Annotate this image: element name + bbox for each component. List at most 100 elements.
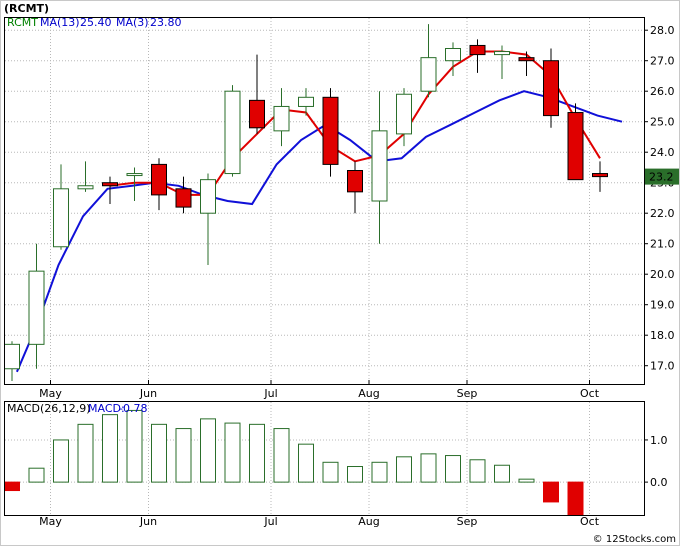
month-labels-macd: May Jun Jul Aug Sep Oct xyxy=(39,515,600,528)
price-grid xyxy=(5,18,644,384)
price-tick-label: 20.0 xyxy=(650,268,675,281)
macd-bar xyxy=(543,481,559,503)
candle-body xyxy=(126,173,143,177)
macd-bar xyxy=(494,464,510,483)
month-label: Jun xyxy=(139,387,157,400)
month-label: Sep xyxy=(457,387,478,400)
candle xyxy=(347,161,363,214)
macd-bar xyxy=(126,409,143,483)
candle xyxy=(322,88,339,177)
macd-bar xyxy=(445,455,461,483)
price-tick-label: 28.0 xyxy=(650,24,675,37)
last-price-value: 23.2 xyxy=(649,171,674,184)
candle xyxy=(298,88,314,116)
candle xyxy=(151,158,167,211)
candle xyxy=(592,161,608,192)
legend-ma13-value: 25.40 xyxy=(80,16,112,29)
candle xyxy=(420,24,437,98)
candle xyxy=(494,45,510,79)
price-tick-label: 22.0 xyxy=(650,207,675,220)
macd-bar xyxy=(347,466,363,483)
price-tick-label: 25.0 xyxy=(650,116,675,129)
macd-legend-label: MACD(26,12,9) xyxy=(7,402,91,415)
macd-bar xyxy=(175,428,192,483)
macd-legend-value: -0.78 xyxy=(119,402,147,415)
candle xyxy=(273,88,290,147)
macd-bar xyxy=(322,461,339,483)
candle-body xyxy=(420,57,437,92)
symbol-title: (RCMT) xyxy=(4,2,49,15)
price-panel-frame xyxy=(4,17,645,385)
candle-body xyxy=(224,90,241,175)
macd-bar xyxy=(224,422,241,483)
candle xyxy=(249,54,265,134)
candle xyxy=(469,39,486,73)
candle-body xyxy=(445,48,461,62)
macd-month-label: Jun xyxy=(139,515,157,528)
candle-body xyxy=(322,96,339,165)
macd-tick-label: 1.0 xyxy=(650,434,668,447)
legend-ma13-label: MA(13) xyxy=(40,16,80,29)
macd-bar xyxy=(420,453,437,483)
candle xyxy=(567,103,584,181)
price-tick-label: 27.0 xyxy=(650,55,675,68)
candle-body xyxy=(518,57,535,62)
candle-body xyxy=(469,44,486,56)
candle xyxy=(102,176,118,205)
macd-month-label: Jul xyxy=(263,515,277,528)
candle-body xyxy=(77,185,94,190)
candle xyxy=(371,91,388,244)
macd-month-label: Sep xyxy=(457,515,478,528)
candle xyxy=(543,48,559,128)
candle xyxy=(518,51,535,76)
candle-body xyxy=(543,60,559,117)
last-price-tag: 23.2 xyxy=(645,168,679,185)
candle-body xyxy=(200,179,216,214)
macd-bar xyxy=(273,428,290,483)
legend-ma3-value: 23.80 xyxy=(150,16,182,29)
macd-bar xyxy=(102,414,118,483)
month-label: May xyxy=(39,387,62,400)
macd-bar xyxy=(77,423,94,483)
candle-body xyxy=(347,170,363,193)
ma3-line xyxy=(109,50,601,196)
macd-bar xyxy=(567,481,584,516)
candle-body xyxy=(567,112,584,181)
legend-ma3-label: MA(3) xyxy=(116,16,149,29)
macd-legend-name: MACD: xyxy=(88,402,125,415)
macd-bar xyxy=(151,423,167,483)
macd-month-label: Aug xyxy=(358,515,379,528)
candle xyxy=(53,164,69,250)
candle-body xyxy=(494,51,510,56)
macd-bar xyxy=(396,456,412,483)
candle xyxy=(28,243,45,369)
candle-body xyxy=(371,130,388,202)
candle-body xyxy=(396,93,412,135)
macd-bar xyxy=(249,423,265,483)
macd-bars xyxy=(4,409,584,516)
candle-body xyxy=(298,96,314,107)
candles xyxy=(4,24,608,381)
price-tick-label: 26.0 xyxy=(650,85,675,98)
price-tick-label: 19.0 xyxy=(650,299,675,312)
price-tick-label: 17.0 xyxy=(650,360,675,373)
price-tick-label: 18.0 xyxy=(650,329,675,342)
month-label: Jul xyxy=(263,387,277,400)
macd-bar xyxy=(4,481,20,492)
candle-body xyxy=(151,163,167,196)
candle-body xyxy=(175,188,192,208)
macd-bar xyxy=(28,467,45,483)
candle-body xyxy=(53,188,69,248)
macd-month-label: May xyxy=(39,515,62,528)
macd-axis: 0.0 1.0 xyxy=(644,434,668,489)
macd-bar xyxy=(518,478,535,483)
month-label: Oct xyxy=(580,387,600,400)
month-labels-price: May Jun Jul Aug Sep Oct xyxy=(39,387,600,400)
candle-body xyxy=(4,343,20,370)
candle-body xyxy=(28,270,45,345)
candle-body xyxy=(249,99,265,129)
macd-tick-label: 0.0 xyxy=(650,476,668,489)
candle-body xyxy=(102,182,118,187)
